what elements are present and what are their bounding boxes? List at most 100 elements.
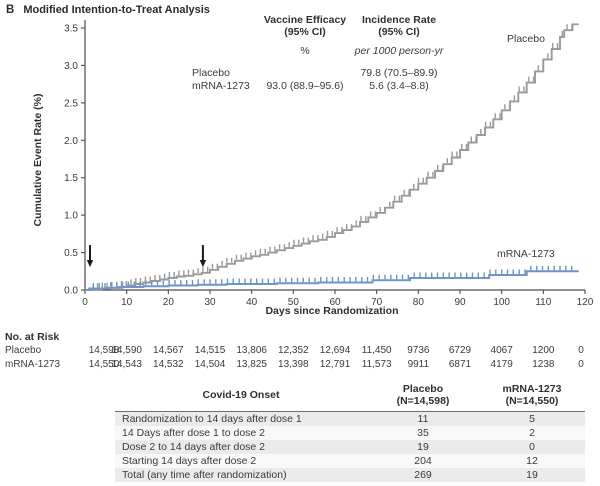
- y-tick-label: 3.5: [64, 24, 78, 35]
- onset-row-label: Dose 2 to 14 days after dose 2: [122, 441, 266, 453]
- figure-title-text: Modified Intention-to-Treat Analysis: [23, 4, 210, 16]
- at-risk-value: 14,504: [194, 359, 226, 370]
- curve-label-mrna: mRNA-1273: [497, 248, 555, 260]
- x-tick-label: 20: [163, 297, 175, 308]
- inset-header-vaccine-efficacy: Vaccine Efficacy (95% CI): [263, 14, 347, 38]
- at-risk-value: 14,515: [194, 345, 226, 356]
- y-tick-label: 2.5: [64, 98, 78, 109]
- onset-row: Total (any time after randomization) 269 1…: [115, 468, 585, 482]
- onset-mrna-count: 12: [526, 455, 538, 467]
- chart-area: 0.0 0.5 1.0 1.5 2.0 2.5 3.0 3.5 0 10 20 30 40 50 60 70 8…: [32, 14, 594, 317]
- onset-placebo-count: 204: [414, 455, 432, 467]
- at-risk-value: 12,352: [278, 345, 309, 356]
- at-risk-value: 14,598: [88, 345, 120, 356]
- inset-subheader-percent: %: [300, 45, 310, 57]
- at-risk-value: 4179: [490, 359, 513, 370]
- x-tick-label: 60: [329, 297, 341, 308]
- onset-placebo-count: 35: [417, 427, 429, 439]
- inset-subheader-person-yr: per 1000 person-yr: [354, 45, 444, 57]
- placebo-curve: [85, 23, 579, 291]
- y-tick-label: 0.0: [64, 286, 78, 297]
- inset-placebo-incidence: 79.8 (70.5–89.9): [360, 67, 438, 79]
- at-risk-value: 0: [578, 359, 584, 370]
- at-risk-label-placebo: Placebo: [5, 345, 42, 356]
- placebo-censor-ticks: [96, 24, 573, 289]
- x-tick-label: 0: [82, 297, 88, 308]
- x-tick-label: 90: [454, 297, 466, 308]
- onset-row-label: Starting 14 days after dose 2: [122, 455, 257, 467]
- cumulative-event-rate-chart: 0.0 0.5 1.0 1.5 2.0 2.5 3.0 3.5 0 10 20 30 40 50 60 70 8…: [64, 20, 594, 308]
- inset-row-mrna-label: mRNA-1273: [192, 80, 250, 92]
- onset-mrna-count: 0: [529, 441, 535, 453]
- y-tick-label: 2.0: [64, 136, 78, 147]
- at-risk-value: 6729: [448, 345, 472, 356]
- y-tick-label: 3.0: [64, 61, 78, 72]
- at-risk-value: 13,825: [236, 359, 267, 370]
- dose-arrow-head: [86, 260, 94, 268]
- at-risk-value: 13,806: [236, 345, 267, 356]
- at-risk-value: 14,543: [111, 359, 142, 370]
- at-risk-value: 11,450: [361, 345, 392, 356]
- inset-header-incidence-rate: Incidence Rate (95% CI): [361, 14, 437, 38]
- mrna-curve: [85, 270, 579, 291]
- inset-row-placebo-label: Placebo: [192, 67, 230, 79]
- x-tick-label: 10: [121, 297, 133, 308]
- number-at-risk-section: No. at Risk Placebo mRNA-1273 14,598 14,5…: [0, 328, 600, 378]
- at-risk-value: 1238: [532, 359, 555, 370]
- x-axis-title: Days since Randomization: [265, 305, 399, 317]
- onset-mrna-count: 2: [529, 427, 535, 439]
- onset-row: Randomization to 14 days after dose 1 11 5: [115, 411, 585, 426]
- y-axis-title: Cumulative Event Rate (%): [32, 93, 44, 227]
- y-tick-label: 1.5: [64, 173, 78, 184]
- x-tick-label: 80: [413, 297, 425, 308]
- x-tick-label: 110: [535, 297, 551, 308]
- onset-row: 14 Days after dose 1 to dose 2 35 2: [115, 426, 585, 440]
- at-risk-value: 14,567: [153, 345, 184, 356]
- at-risk-value: 1200: [532, 345, 555, 356]
- x-tick-label: 40: [246, 297, 258, 308]
- onset-row: Starting 14 days after dose 2 204 12: [115, 454, 585, 468]
- x-tick-label: 120: [577, 297, 594, 308]
- onset-row-label: 14 Days after dose 1 to dose 2: [122, 427, 266, 439]
- onset-header-label: Covid-19 Onset: [115, 381, 367, 412]
- onset-mrna-count: 19: [526, 469, 538, 481]
- at-risk-value: 14,532: [153, 359, 184, 370]
- at-risk-value: 11,573: [361, 359, 392, 370]
- at-risk-value: 6871: [448, 359, 472, 370]
- y-tick-label: 1.0: [64, 211, 78, 222]
- x-tick-label: 30: [204, 297, 216, 308]
- onset-placebo-count: 269: [414, 469, 432, 481]
- figure-title: B Modified Intention-to-Treat Analysis: [6, 4, 210, 16]
- covid-onset-table: Covid-19 Onset Placebo (N=14,598) mRNA-127…: [115, 381, 585, 482]
- inset-mrna-efficacy: 93.0 (88.9–95.6): [266, 80, 344, 92]
- y-tick-label: 0.5: [64, 248, 78, 259]
- at-risk-value: 12,791: [319, 359, 351, 370]
- onset-row-label: Total (any time after randomization): [122, 469, 287, 481]
- onset-placebo-count: 11: [417, 413, 429, 425]
- x-tick-label: 70: [371, 297, 383, 308]
- onset-mrna-count: 5: [529, 413, 535, 425]
- onset-row-label: Randomization to 14 days after dose 1: [122, 413, 302, 425]
- onset-row: Dose 2 to 14 days after dose 2 19 0: [115, 440, 585, 454]
- onset-header-col1: Placebo (N=14,598): [367, 381, 479, 412]
- onset-table-section: Covid-19 Onset Placebo (N=14,598) mRNA-127…: [115, 381, 585, 482]
- at-risk-value: 14,590: [111, 345, 142, 356]
- at-risk-value: 13,398: [278, 359, 309, 370]
- at-risk-value: 0: [578, 345, 584, 356]
- mrna-censor-ticks: [92, 265, 573, 288]
- at-risk-value: 9911: [407, 359, 430, 370]
- x-tick-label: 100: [493, 297, 510, 308]
- onset-header-col2: mRNA-1273 (N=14,550): [479, 381, 585, 412]
- x-tick-label: 50: [288, 297, 300, 308]
- inset-mrna-incidence: 5.6 (3.4–8.8): [369, 80, 429, 92]
- panel-letter: B: [6, 4, 15, 16]
- at-risk-label-mrna: mRNA-1273: [5, 359, 61, 370]
- onset-placebo-count: 19: [417, 441, 429, 453]
- curve-label-placebo: Placebo: [507, 33, 545, 45]
- at-risk-heading: No. at Risk: [5, 331, 60, 343]
- at-risk-value: 4067: [490, 345, 513, 356]
- dose-arrow-head: [199, 260, 207, 268]
- at-risk-value: 9736: [407, 345, 430, 356]
- at-risk-value: 12,694: [319, 345, 351, 356]
